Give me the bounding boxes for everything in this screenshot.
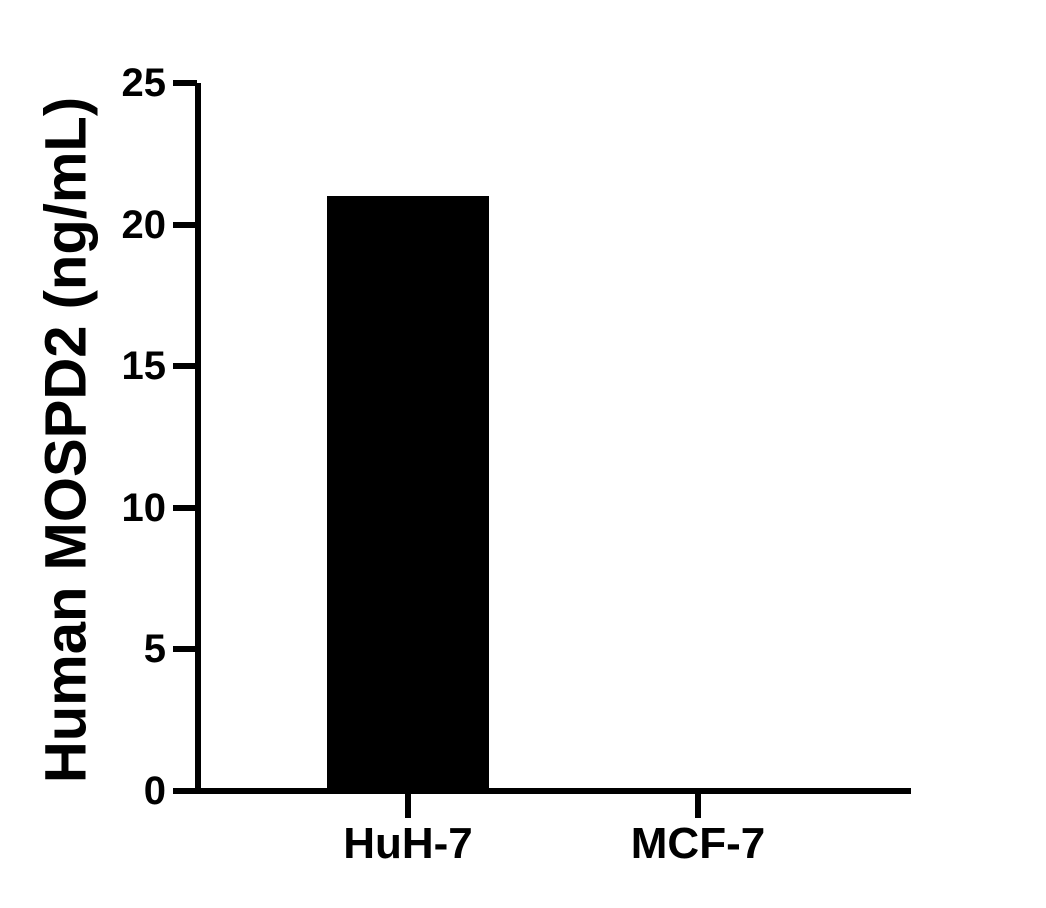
y-tick-label: 10 [121, 485, 167, 530]
y-tick-label: 15 [121, 344, 167, 389]
x-category-label: HuH-7 [343, 819, 473, 868]
y-tick-label: 5 [143, 627, 166, 672]
y-tick-mark [173, 221, 197, 228]
y-tick-mark [173, 788, 197, 794]
y-tick-mark [173, 646, 197, 653]
bar [327, 196, 489, 791]
x-tick-mark [405, 791, 411, 818]
y-axis-title: Human MOSPD2 (ng/mL) [33, 96, 99, 784]
y-axis-line [195, 83, 201, 794]
x-tick-mark [695, 791, 701, 818]
y-tick-label: 0 [143, 769, 166, 813]
y-tick-label: 25 [121, 61, 167, 105]
y-tick-label: 20 [121, 202, 167, 247]
x-axis-line [195, 788, 911, 794]
y-tick-mark [173, 504, 197, 511]
x-category-label: MCF-7 [630, 819, 766, 868]
y-tick-mark [173, 363, 197, 370]
y-tick-mark [173, 80, 197, 86]
